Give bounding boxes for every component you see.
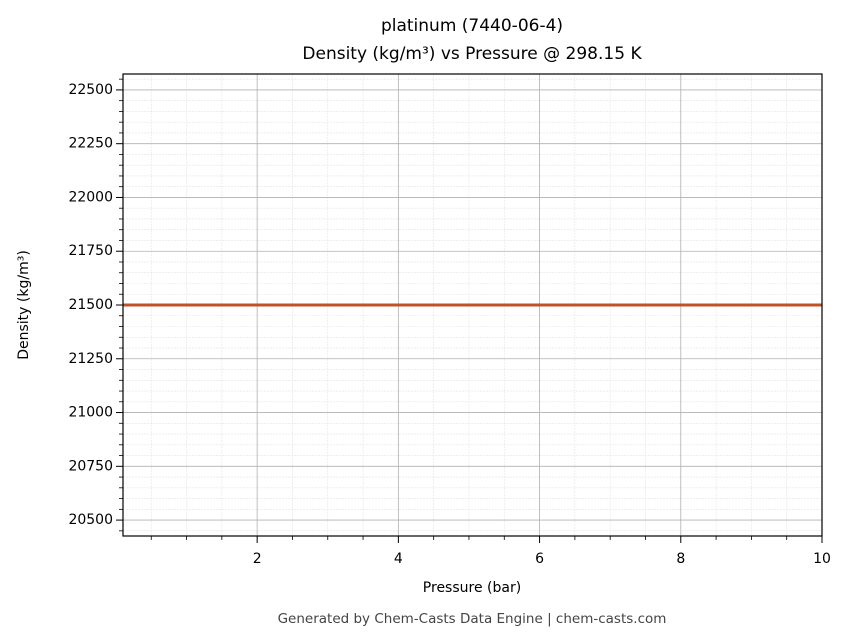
y-tick-label: 20500	[68, 512, 113, 528]
footer: Generated by Chem-Casts Data Engine | ch…	[278, 611, 667, 627]
y-tick-label: 22000	[68, 189, 113, 205]
x-tick-label: 2	[253, 551, 262, 567]
y-tick-label: 21250	[68, 351, 113, 367]
y-tick-label: 21500	[68, 297, 113, 313]
y-tick-label: 20750	[68, 458, 113, 474]
y-tick-label: 21750	[68, 243, 113, 259]
x-axis-label: Pressure (bar)	[423, 580, 521, 596]
x-tick-label: 10	[813, 551, 831, 567]
chart-title: platinum (7440-06-4)	[381, 16, 563, 36]
y-axis-label: Density (kg/m³)	[16, 250, 32, 360]
x-tick-label: 8	[676, 551, 685, 567]
y-tick-label: 22250	[68, 136, 113, 152]
x-tick-label: 6	[535, 551, 544, 567]
plot-frame	[122, 73, 823, 537]
y-tick-label: 22500	[68, 82, 113, 98]
y-tick-label: 21000	[68, 405, 113, 421]
chart-subtitle: Density (kg/m³) vs Pressure @ 298.15 K	[302, 44, 642, 64]
x-tick-label: 4	[394, 551, 403, 567]
